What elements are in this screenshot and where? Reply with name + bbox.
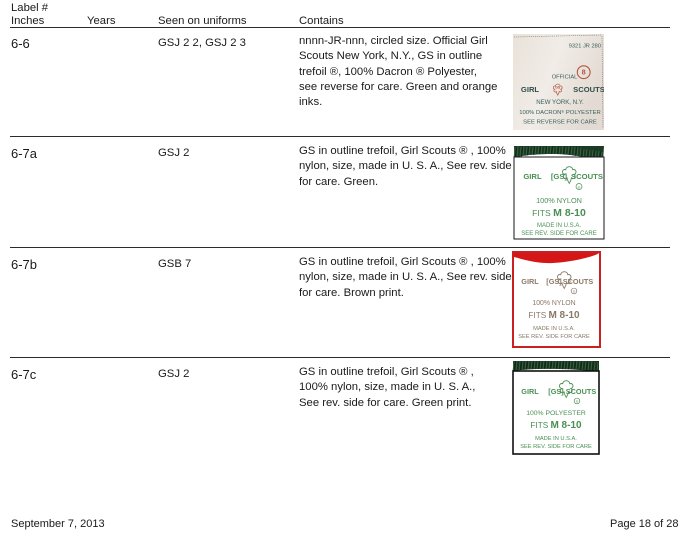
svg-text:SCOUTS: SCOUTS	[571, 172, 603, 181]
svg-text:9321 JR 280: 9321 JR 280	[569, 44, 601, 50]
svg-text:SEE REV. SIDE FOR CARE: SEE REV. SIDE FOR CARE	[521, 231, 596, 237]
svg-text:100% DACRON® POLYESTER: 100% DACRON® POLYESTER	[519, 110, 601, 116]
svg-text:[GS]: [GS]	[551, 172, 568, 181]
svg-text:MADE IN U.S.A.: MADE IN U.S.A.	[537, 223, 581, 229]
svg-text:[GS]: [GS]	[546, 277, 562, 286]
svg-text:8: 8	[582, 68, 586, 77]
svg-text:[GS]: [GS]	[548, 387, 564, 396]
svg-text:FITS M 8-10: FITS M 8-10	[528, 310, 580, 321]
svg-text:GIRL: GIRL	[521, 387, 539, 396]
svg-text:FITS M 8-10: FITS M 8-10	[532, 207, 586, 219]
svg-text:100% NYLON: 100% NYLON	[536, 196, 582, 205]
svg-text:GS: GS	[555, 85, 561, 89]
svg-text:GIRL: GIRL	[521, 277, 539, 286]
svg-text:MADE IN U.S.A.: MADE IN U.S.A.	[533, 326, 575, 332]
svg-text:OFFICIAL: OFFICIAL	[552, 75, 578, 81]
svg-text:NEW YORK, N.Y.: NEW YORK, N.Y.	[536, 99, 584, 106]
svg-text:SEE REV. SIDE FOR CARE: SEE REV. SIDE FOR CARE	[518, 334, 590, 340]
svg-text:100% NYLON: 100% NYLON	[532, 300, 575, 307]
svg-text:GIRL: GIRL	[521, 85, 540, 94]
svg-text:SCOUTS: SCOUTS	[573, 85, 604, 94]
svg-text:SEE REVERSE FOR CARE: SEE REVERSE FOR CARE	[523, 120, 597, 126]
svg-text:FITS M 8-10: FITS M 8-10	[530, 420, 582, 431]
svg-text:SEE REV. SIDE FOR CARE: SEE REV. SIDE FOR CARE	[520, 444, 592, 450]
svg-text:GIRL: GIRL	[523, 172, 542, 181]
svg-text:SCOUTS: SCOUTS	[563, 277, 594, 286]
svg-text:100% POLYESTER: 100% POLYESTER	[526, 410, 586, 417]
svg-text:SCOUTS: SCOUTS	[566, 387, 597, 396]
svg-text:MADE IN U.S.A.: MADE IN U.S.A.	[535, 436, 577, 442]
